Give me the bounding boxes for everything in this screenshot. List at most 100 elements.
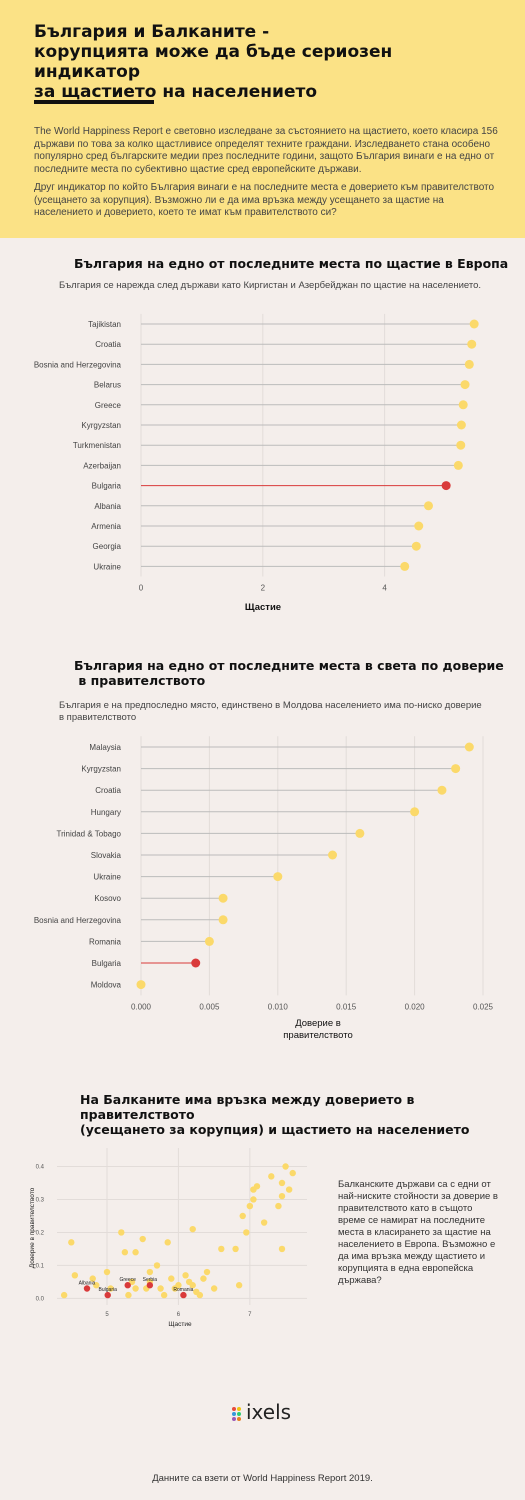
scatter-highlight-point <box>104 1291 111 1299</box>
trust-x-axis-label: правителството <box>283 1030 352 1041</box>
scatter-point <box>71 1272 79 1279</box>
scatter-point <box>253 1183 261 1190</box>
scatter-highlight-point <box>180 1291 187 1299</box>
trust-dot <box>204 936 214 946</box>
trust-lollipop-chart: 0.000 0.005 0.010 0.015 0.020 0.025 Malaysia Ky… <box>34 736 494 1041</box>
pixels-logo: ixels <box>232 1400 291 1425</box>
scatter-point <box>278 1192 286 1200</box>
scatter-point <box>93 1282 100 1289</box>
logo-text: ixels <box>246 1400 292 1424</box>
happiness-dot <box>458 400 468 410</box>
happiness-tick-label: 0 <box>139 584 144 593</box>
happiness-dot <box>456 420 466 430</box>
scatter-point <box>210 1285 218 1292</box>
trust-category-label: Hungary <box>91 808 121 817</box>
trust-category-label: Malaysia <box>89 743 121 752</box>
scatter-point <box>125 1291 132 1299</box>
happiness-dot <box>464 359 474 369</box>
trust-category-label: Romania <box>89 937 122 946</box>
scatter-point <box>146 1268 154 1276</box>
scatter-y-tick: 0.2 <box>36 1230 45 1236</box>
scatter-point <box>164 1239 171 1246</box>
scatter-x-tick: 6 <box>177 1312 181 1318</box>
scatter-x-axis-label: Щастие <box>168 1321 192 1328</box>
scatter-point <box>103 1268 111 1276</box>
scatter-point-label: Greece <box>120 1277 137 1283</box>
happiness-dot <box>469 319 479 329</box>
scatter-point <box>160 1291 168 1299</box>
scatter-highlight-point <box>124 1282 131 1289</box>
happiness-tick-label: 4 <box>382 584 387 593</box>
trust-category-label: Croatia <box>95 786 121 795</box>
happiness-dot <box>411 541 421 551</box>
scatter-point <box>246 1202 254 1210</box>
happiness-category-label: Azerbaijan <box>83 461 121 470</box>
section3-title-line: (усещането за корупция) и щастието на на… <box>80 1122 470 1137</box>
section2-subtitle-line: в правителството <box>59 712 137 723</box>
trust-category-label: Ukraine <box>93 873 121 882</box>
trust-dot <box>328 850 338 860</box>
happiness-lollipop-chart: 0 2 4 Tajikistan Croatia Bosnia and Herzegovi… <box>34 313 479 613</box>
section3-title: На Балканите има връзка между доверието … <box>80 1092 525 1137</box>
trust-category-label: Moldova <box>91 981 122 990</box>
trust-tick-label: 0.010 <box>268 1002 289 1011</box>
scatter-point <box>278 1179 286 1187</box>
scatter-point <box>157 1285 164 1292</box>
section3-side-text: Балканските държави са с едни от най-нис… <box>338 1179 498 1286</box>
scatter-point <box>196 1291 204 1299</box>
trust-dot <box>451 764 461 774</box>
trust-dot <box>437 785 447 795</box>
happiness-category-label: Belarus <box>94 381 121 390</box>
scatter-point <box>118 1229 125 1236</box>
happiness-category-label: Greece <box>95 401 122 410</box>
happiness-category-label: Armenia <box>91 522 121 531</box>
scatter-point <box>175 1282 182 1289</box>
happiness-dot <box>467 339 477 349</box>
scatter-point <box>278 1245 286 1253</box>
trust-dot <box>218 893 228 903</box>
scatter-point <box>232 1245 239 1253</box>
happiness-category-label: Albania <box>94 502 121 511</box>
scatter-point <box>268 1173 275 1180</box>
page-title-line: за щастието на населението <box>34 82 318 102</box>
scatter-point <box>239 1212 246 1220</box>
trust-category-label: Bulgaria <box>92 959 122 968</box>
section1-title: България на едно от последните места по … <box>74 256 509 271</box>
scatter-point <box>68 1239 75 1246</box>
trust-tick-label: 0.000 <box>131 1002 152 1011</box>
scatter-y-tick: 0.3 <box>36 1197 45 1203</box>
trust-dot <box>355 828 365 838</box>
trust-category-label: Kyrgyzstan <box>81 765 121 774</box>
intro-paragraph-1: The World Happiness Report е световно из… <box>34 126 498 175</box>
happiness-dot <box>400 561 410 571</box>
happiness-category-label: Bulgaria <box>92 482 122 491</box>
scatter-highlight-point <box>83 1285 91 1292</box>
scatter-point-label: Serbia <box>143 1277 158 1283</box>
trust-tick-label: 0.020 <box>405 1002 426 1011</box>
scatter-point-label: Bulgaria <box>99 1287 118 1293</box>
scatter-point <box>189 1282 196 1289</box>
trust-dot <box>410 807 420 817</box>
scatter-point <box>243 1229 250 1236</box>
trust-dot <box>136 980 146 990</box>
happiness-category-label: Croatia <box>95 340 121 349</box>
section2-subtitle-line: България е на предпоследно място, единст… <box>59 700 482 711</box>
scatter-point <box>250 1196 257 1203</box>
scatter-y-axis-label: Доверие в правителството <box>29 1187 36 1268</box>
happiness-category-label: Ukraine <box>93 562 121 571</box>
scatter-point <box>260 1219 268 1226</box>
scatter-point <box>235 1282 243 1289</box>
scatter-point <box>153 1262 161 1269</box>
scatter-point <box>189 1225 196 1233</box>
scatter-y-tick: 0.1 <box>36 1263 45 1269</box>
scatter-point <box>289 1169 296 1177</box>
trust-category-label: Trinidad & Tobago <box>57 829 122 838</box>
scatter-point <box>275 1202 282 1210</box>
section3-title-line: На Балканите има връзка между доверието … <box>80 1092 415 1122</box>
scatter-point <box>282 1163 289 1170</box>
happiness-x-axis-label: Щастие <box>245 602 281 613</box>
intro-paragraph-2: Друг индикатор по който България винаги … <box>34 182 495 218</box>
logo-mark-icon <box>232 1403 244 1425</box>
happiness-category-label: Georgia <box>93 542 122 551</box>
